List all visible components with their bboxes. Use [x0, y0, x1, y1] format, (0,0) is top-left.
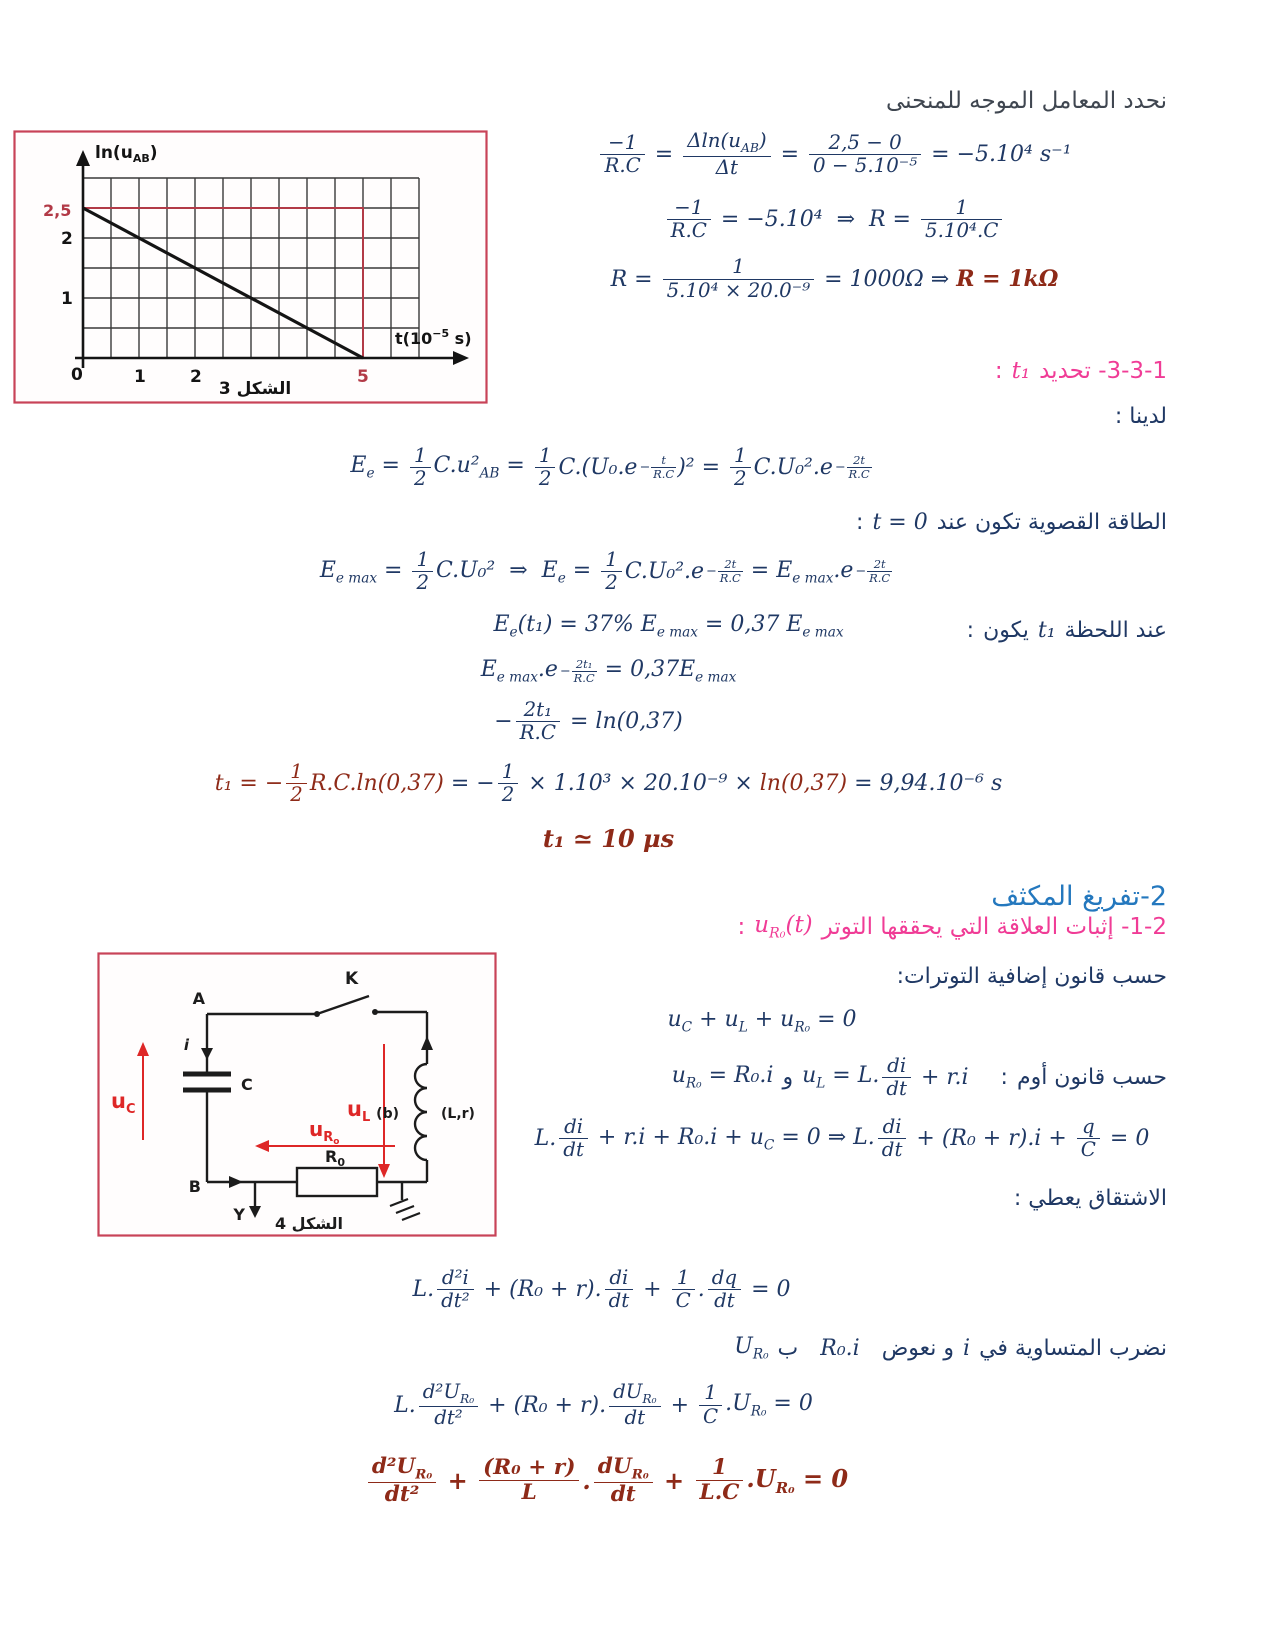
figure-3-caption: الشكل 3 [219, 379, 291, 399]
eq-ln: −2t₁ R.C = ln(0,37) [494, 698, 683, 745]
text-ohm-law: حسب قانون أوم: uL = L. di dt + r.i و uR₀ = R₀… [671, 1053, 1167, 1101]
text-we-have: لدينا : [1114, 403, 1167, 429]
ul-voltage-label: uL [347, 1097, 370, 1125]
y-axis-arrow [76, 150, 90, 166]
axes [75, 160, 459, 368]
eq-t1-result: t₁ ≃ 10 μs [542, 823, 675, 853]
capacitor-c-label: C [241, 1075, 253, 1094]
eq-resistance-result: R = 1 5.10⁴ × 20.0⁻⁹ = 1000Ω ⇒ R = 1kΩ [610, 255, 1059, 302]
section-discharge: A B K i C Y R0 (b) (L,r) الشكل 4 uC uL u… [97, 912, 1167, 1237]
heading-2-1-relation: 1-2- إثبات العلاقة التي يحققها التوتر uR₀… [737, 911, 1167, 942]
voltage-arrows [142, 1043, 395, 1166]
figure-4-circuit: A B K i C Y R0 (b) (L,r) الشكل 4 uC uL u… [97, 952, 497, 1237]
resistor-r0-box [295, 1166, 379, 1198]
eq-slope-2: −1 R.C = −5.10⁴ ⇒ R = 1 5.10⁴.C [502, 195, 1167, 242]
node-a-label: A [193, 989, 206, 1008]
tick-x-1: 1 [134, 367, 146, 387]
eq-second-derivative-ur0: L. d²UR₀ dt² + (R₀ + r). dUR₀ dt + 1 C .UR₀ = … [394, 1379, 813, 1430]
ground-symbol [389, 1197, 421, 1221]
eq-emax-exp: Ee max.e −2t₁ R.C = 0,37Ee max [480, 656, 737, 686]
eq-energy: Ee = 1 2 C.u²AB = 1 2 C.(U₀.e − t R.C)² = 1 2 C.U… [350, 443, 872, 490]
current-i-label: i [184, 1036, 190, 1054]
wire-arrow-right-icon [229, 1175, 243, 1188]
figure-3-graph: ln(uAB) 2,5 2 1 0 1 2 5 t(10−5 s) الشكل … [13, 130, 488, 429]
uc-voltage-label: uC [111, 1089, 136, 1117]
current-arrow-icon [201, 1047, 213, 1060]
heading-3-3-1-t1: 3-3-1- تحديد t₁: [994, 357, 1167, 384]
circuit-equations-column: 1-2- إثبات العلاقة التي يحققها التوتر uR₀… [517, 912, 1167, 1237]
heading-2-discharge: 2-تفريغ المكثف [991, 880, 1167, 912]
eq-second-derivative-i: L. d²i dt² + (R₀ + r). di dt + 1 C. dq dt = 0 [412, 1265, 791, 1313]
coil-lr-label: (L,r) [441, 1106, 475, 1122]
text-multiply-substitute: نضرب المتساوية في i و نعوض R₀.i ب UR₀ [734, 1334, 1167, 1363]
slope-equations-column: نحدد المعامل الموجه للمنحنى −1 R.C = Δln(… [502, 88, 1167, 429]
eq-t1-value: t₁ = −1 2 R.C.ln(0,37) = −1 2 × 1.10³ × 20.… [214, 759, 1003, 806]
eq-voltage-sum: uC + uL + uR₀ = 0 [667, 1006, 857, 1035]
y-axis-label: ln(uAB) [95, 143, 158, 165]
capacitor-plates [183, 1071, 231, 1093]
branch-b-label: (b) [376, 1106, 399, 1122]
probe-y-label: Y [232, 1205, 245, 1224]
ur0-voltage-label: uRo [309, 1117, 339, 1147]
figure-4-caption: الشكل 4 [275, 1214, 343, 1233]
wire-arrow-up-icon [421, 1035, 433, 1050]
tick-x-0: 0 [71, 365, 83, 385]
switch-k-label: K [345, 969, 359, 989]
eq-final-differential: d²UR₀ dt² + (R₀ + r) L. dUR₀ dt + 1 L.C .UR₀ =… [78, 1450, 1135, 1507]
x-axis-label: t(10−5 s) [395, 327, 472, 348]
tick-y-1: 1 [61, 289, 73, 309]
rlc-discharge-circuit: A B K i C Y R0 (b) (L,r) الشكل 4 uC uL u… [97, 952, 497, 1237]
row-e-t1: Ee(t₁) = 37% Ee max = 0,37 Ee max عند ال… [110, 612, 1167, 644]
uc-arrow-up-icon [137, 1041, 149, 1056]
resistor-r0-label: R0 [325, 1147, 345, 1169]
text-at-instant-t1: عند اللحظة t₁ يكون: [966, 618, 1167, 644]
eq-kvl: L. di dt + r.i + R₀.i + uC = 0 ⇒ L. di dt + … [534, 1115, 1150, 1162]
eq-37-percent: Ee(t₁) = 37% Ee max = 0,37 Ee max [493, 612, 844, 641]
heading-slope: نحدد المعامل الموجه للمنحنى [886, 88, 1167, 114]
tick-x-2: 2 [190, 367, 202, 387]
data-line [82, 206, 364, 360]
tick-y-2-5: 2,5 [43, 201, 71, 220]
switch-contact-right [372, 1008, 378, 1015]
eq-energy-max: Ee max = 1 2 C.U₀² ⇒ Ee = 1 2 C.U₀².e −2t R.C … [319, 548, 893, 595]
tick-y-2: 2 [61, 229, 73, 249]
tick-x-5: 5 [357, 367, 369, 387]
ur0-arrow-left-icon [255, 1139, 269, 1152]
graph-ln-uab-vs-t: ln(uAB) 2,5 2 1 0 1 2 5 t(10−5 s) الشكل … [13, 130, 488, 404]
text-voltage-addition-law: حسب قانون إضافية التوترات: [896, 963, 1167, 989]
x-axis-arrow [453, 351, 469, 365]
section-slope: ln(uAB) 2,5 2 1 0 1 2 5 t(10−5 s) الشكل … [13, 88, 1167, 429]
text-derivation-gives: الاشتقاق يعطي : [1013, 1185, 1167, 1211]
node-b-label: B [189, 1177, 201, 1196]
text-max-energy-at-t0: الطاقة القصوية تكون عند t = 0: [856, 510, 1167, 536]
ul-arrow-down-icon [378, 1163, 390, 1178]
circuit-wires [205, 994, 429, 1208]
probe-y-arrow-icon [249, 1205, 261, 1218]
switch-contact-left [314, 1010, 320, 1017]
